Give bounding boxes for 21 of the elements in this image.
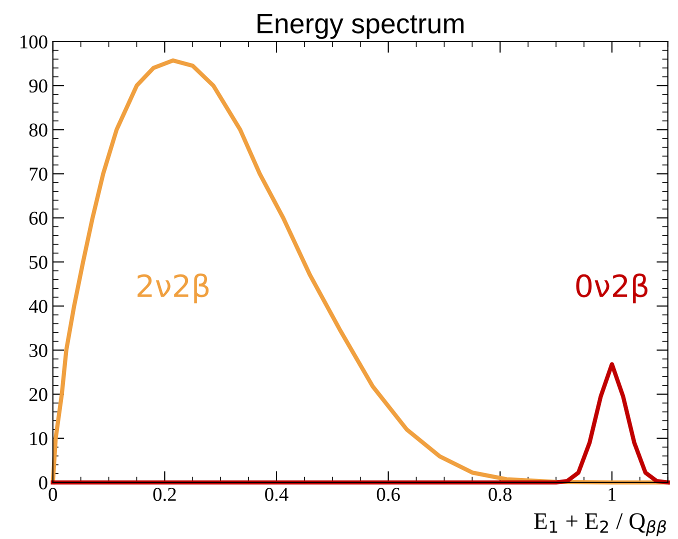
y-tick-label: 20: [29, 388, 48, 402]
x-tick-label: 0.6: [376, 488, 400, 502]
y-tick-label: 30: [30, 344, 48, 358]
y-tick-label: 40: [28, 300, 48, 313]
y-tick-label: 10: [30, 432, 48, 446]
y-tick-label: 50: [30, 256, 48, 269]
x-tick-label: 0.2: [153, 488, 176, 502]
y-tick-label: 100: [20, 35, 48, 48]
y-tick-label: 0: [39, 476, 48, 490]
x-axis-title: E$_{1}$ + E$_{2}$ / Q$_{ββ}$: [534, 513, 666, 536]
y-tick-label: 90: [29, 79, 48, 93]
x-tick-label: 0.4: [265, 488, 288, 502]
text: 0ν2β: [576, 274, 648, 304]
x-tick-label: 1: [608, 488, 616, 501]
x-tick-label: 0.8: [488, 488, 512, 502]
x-tick-label: 0: [48, 488, 58, 501]
series-label: 2ν2β: [138, 274, 209, 304]
y-tick-label: 80: [29, 124, 48, 137]
y-tick-label: 70: [30, 168, 48, 181]
chart-title: Energy spectrum: [258, 14, 464, 39]
y-tick-label: 60: [29, 212, 48, 225]
